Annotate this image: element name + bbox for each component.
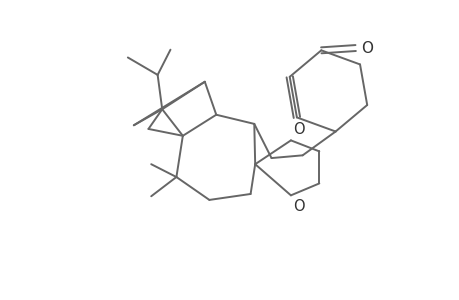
Text: O: O (292, 199, 304, 214)
Text: O: O (292, 122, 304, 137)
Text: O: O (361, 40, 373, 56)
